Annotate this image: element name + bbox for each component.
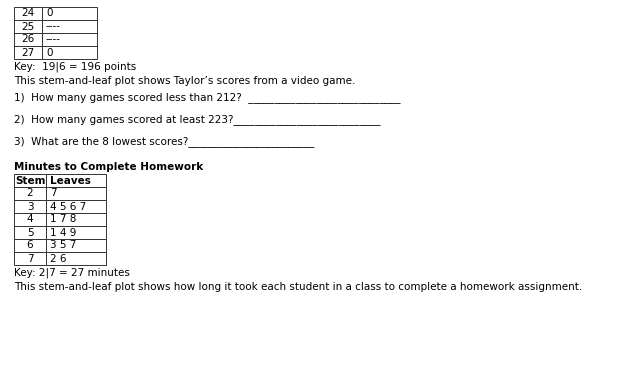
Bar xyxy=(46,213,106,226)
Text: 3: 3 xyxy=(26,201,33,212)
Text: 6: 6 xyxy=(26,241,33,250)
Bar xyxy=(46,174,106,187)
Text: 0: 0 xyxy=(46,8,52,19)
Bar xyxy=(46,252,106,265)
Bar xyxy=(46,226,106,239)
Text: 7: 7 xyxy=(50,188,57,198)
Text: 1 7 8: 1 7 8 xyxy=(50,214,76,225)
Text: 27: 27 xyxy=(21,48,35,57)
Bar xyxy=(14,252,46,265)
Text: 4: 4 xyxy=(26,214,33,225)
Bar xyxy=(42,7,97,20)
Text: 26: 26 xyxy=(21,35,35,44)
Bar xyxy=(14,7,42,20)
Text: 25: 25 xyxy=(21,22,35,32)
Text: 1)  How many games scored less than 212?  _____________________________: 1) How many games scored less than 212? … xyxy=(14,92,401,103)
Text: 5: 5 xyxy=(26,228,33,238)
Text: Key: 2|7 = 27 minutes: Key: 2|7 = 27 minutes xyxy=(14,268,130,279)
Bar xyxy=(46,187,106,200)
Text: 2)  How many games scored at least 223?____________________________: 2) How many games scored at least 223?__… xyxy=(14,114,381,125)
Bar xyxy=(46,239,106,252)
Text: 2 6: 2 6 xyxy=(50,253,67,263)
Text: 2: 2 xyxy=(26,188,33,198)
Bar xyxy=(14,239,46,252)
Bar xyxy=(42,20,97,33)
Text: ----: ---- xyxy=(46,22,61,32)
Text: 1 4 9: 1 4 9 xyxy=(50,228,76,238)
Text: 7: 7 xyxy=(26,253,33,263)
Text: 0: 0 xyxy=(46,48,52,57)
Bar xyxy=(14,20,42,33)
Text: Stem: Stem xyxy=(14,176,45,185)
Bar xyxy=(42,46,97,59)
Text: ----: ---- xyxy=(46,35,61,44)
Bar xyxy=(42,33,97,46)
Text: 4 5 6 7: 4 5 6 7 xyxy=(50,201,86,212)
Text: Minutes to Complete Homework: Minutes to Complete Homework xyxy=(14,162,203,172)
Bar xyxy=(14,174,46,187)
Text: 3 5 7: 3 5 7 xyxy=(50,241,76,250)
Bar xyxy=(14,213,46,226)
Bar xyxy=(14,187,46,200)
Text: Key:  19|6 = 196 points: Key: 19|6 = 196 points xyxy=(14,62,136,73)
Bar xyxy=(46,200,106,213)
Text: Leaves: Leaves xyxy=(50,176,91,185)
Bar xyxy=(14,46,42,59)
Bar xyxy=(14,226,46,239)
Text: 24: 24 xyxy=(21,8,35,19)
Text: This stem-and-leaf plot shows how long it took each student in a class to comple: This stem-and-leaf plot shows how long i… xyxy=(14,282,582,292)
Text: This stem-and-leaf plot shows Taylor’s scores from a video game.: This stem-and-leaf plot shows Taylor’s s… xyxy=(14,76,355,86)
Text: 3)  What are the 8 lowest scores?________________________: 3) What are the 8 lowest scores?________… xyxy=(14,136,314,147)
Bar xyxy=(14,33,42,46)
Bar xyxy=(14,200,46,213)
